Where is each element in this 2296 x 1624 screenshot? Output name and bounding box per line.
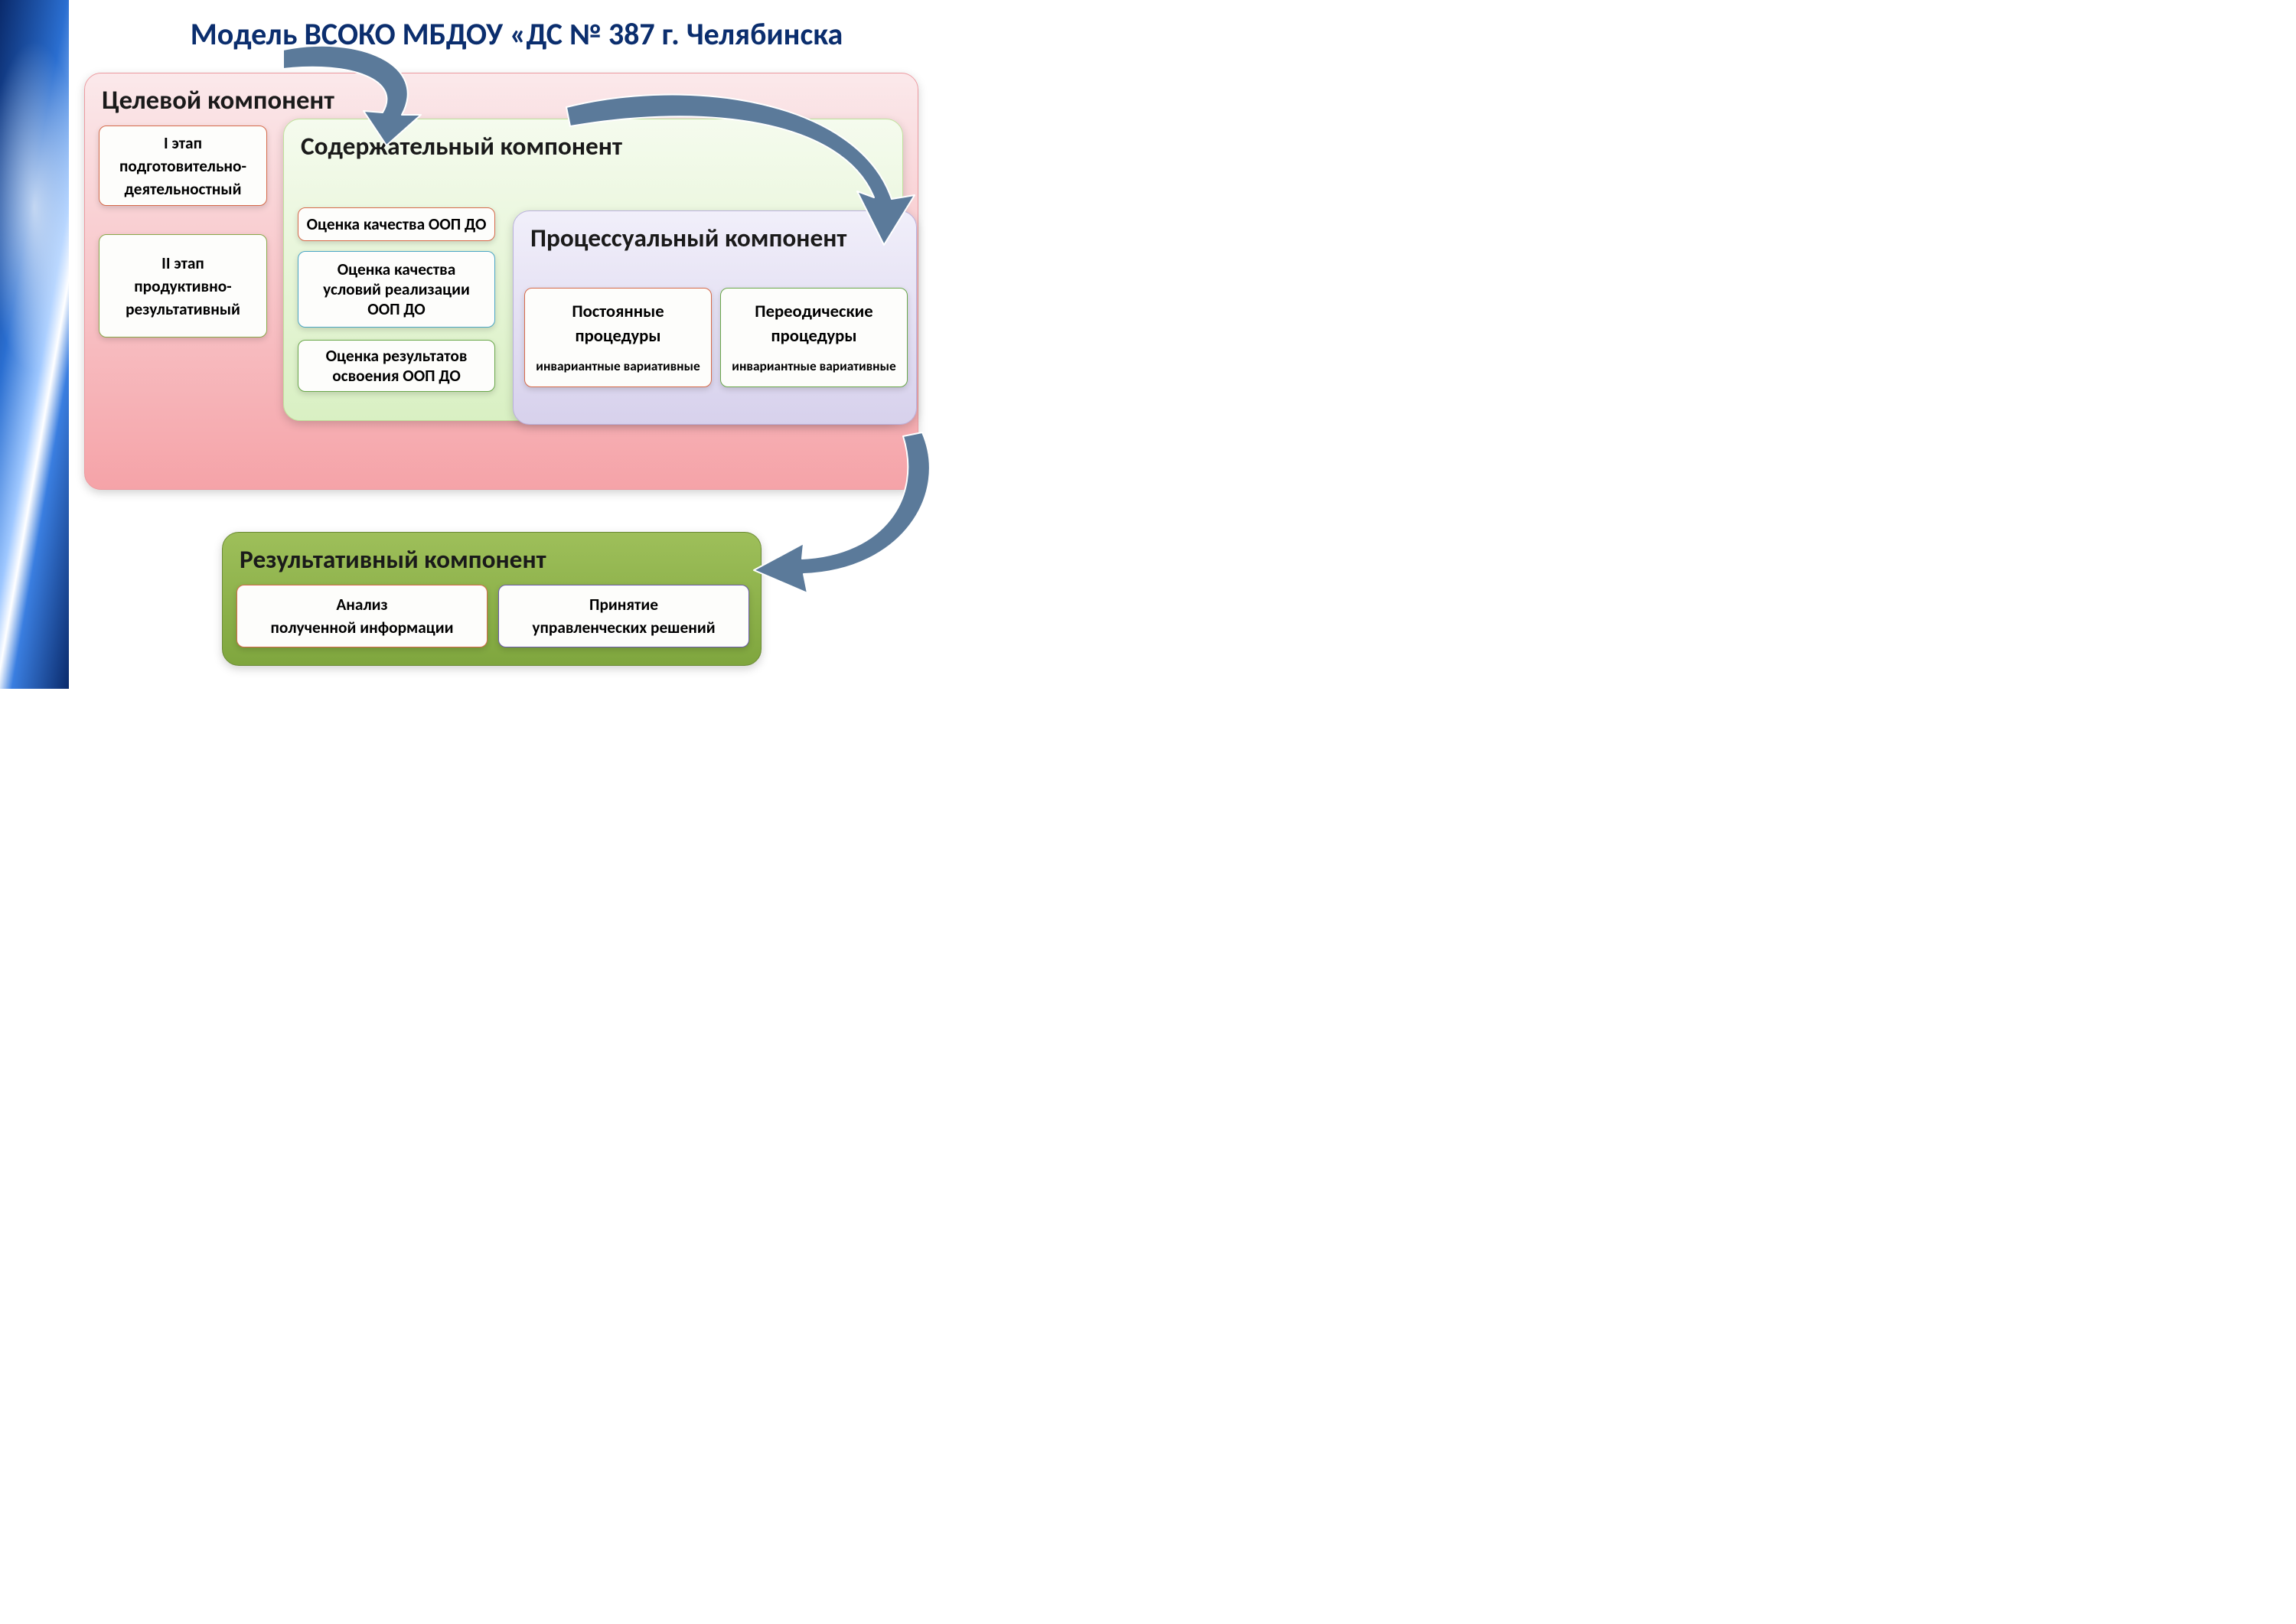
process-item-2-heading: Переодические bbox=[755, 301, 872, 322]
process-item-1-heading: Постоянные bbox=[572, 301, 664, 322]
stage-2-line1: продуктивно- bbox=[134, 276, 231, 296]
content-item-1-text: Оценка качества ООП ДО bbox=[307, 214, 487, 234]
result-item-1-heading: Анализ bbox=[336, 595, 387, 615]
result-item-1-sub: полученной информации bbox=[270, 618, 453, 638]
content-item-3: Оценка результатов освоения ООП ДО bbox=[298, 340, 495, 392]
result-item-2-sub: управленческих решений bbox=[532, 618, 715, 638]
process-item-2-tiny: инвариантные вариативные bbox=[732, 357, 895, 374]
process-item-2: Переодические процедуры инвариантные вар… bbox=[720, 288, 908, 387]
content-item-2-line3: ООП ДО bbox=[367, 299, 425, 319]
stage-2-heading: II этап bbox=[161, 253, 204, 273]
stage-2-card: II этап продуктивно- результативный bbox=[99, 234, 267, 338]
content-item-2-line2: условий реализации bbox=[323, 279, 470, 299]
result-item-2: Принятие управленческих решений bbox=[498, 585, 749, 647]
process-component-panel: Процессуальный компонент Постоянные проц… bbox=[513, 210, 917, 425]
stage-1-heading: I этап bbox=[164, 133, 202, 153]
process-panel-title: Процессуальный компонент bbox=[514, 211, 916, 261]
result-item-2-heading: Принятие bbox=[589, 595, 658, 615]
target-panel-title: Целевой компонент bbox=[85, 73, 918, 124]
process-item-2-sub: процедуры bbox=[771, 325, 857, 347]
stage-1-line1: подготовительно- bbox=[119, 156, 246, 176]
process-item-1: Постоянные процедуры инвариантные вариат… bbox=[524, 288, 712, 387]
result-component-panel: Результативный компонент Анализ полученн… bbox=[222, 532, 762, 666]
content-item-3-line1: Оценка результатов bbox=[326, 346, 468, 366]
decorative-side-strip bbox=[0, 0, 69, 689]
stage-1-card: I этап подготовительно- деятельностный bbox=[99, 126, 267, 206]
result-item-1: Анализ полученной информации bbox=[236, 585, 488, 647]
content-item-1: Оценка качества ООП ДО bbox=[298, 207, 495, 241]
stage-1-line2: деятельностный bbox=[125, 179, 242, 199]
page-title: Модель ВСОКО МБДОУ «ДС № 387 г. Челябинс… bbox=[77, 15, 957, 53]
result-panel-title: Результативный компонент bbox=[223, 533, 761, 582]
stage-2-line2: результативный bbox=[126, 299, 240, 319]
process-item-1-tiny: инвариантные вариативные bbox=[536, 357, 700, 374]
content-item-2-line1: Оценка качества bbox=[338, 259, 456, 279]
content-item-3-line2: освоения ООП ДО bbox=[332, 366, 461, 386]
content-panel-title: Содержательный компонент bbox=[284, 119, 902, 169]
process-item-1-sub: процедуры bbox=[576, 325, 661, 347]
content-item-2: Оценка качества условий реализации ООП Д… bbox=[298, 251, 495, 328]
